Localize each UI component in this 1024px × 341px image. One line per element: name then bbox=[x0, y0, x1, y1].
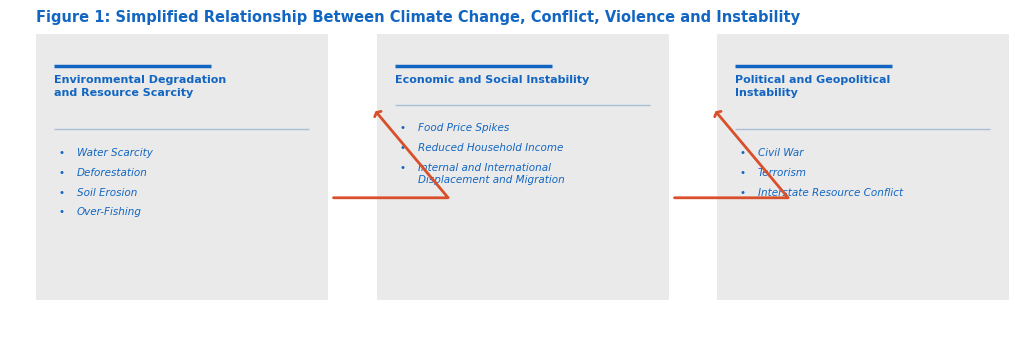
Text: Environmental Degradation
and Resource Scarcity: Environmental Degradation and Resource S… bbox=[54, 75, 226, 98]
Text: •: • bbox=[739, 188, 745, 197]
Text: •: • bbox=[58, 168, 65, 178]
Text: •: • bbox=[58, 207, 65, 217]
Text: •: • bbox=[399, 123, 406, 133]
Text: Food Price Spikes: Food Price Spikes bbox=[418, 123, 509, 133]
Text: •: • bbox=[399, 143, 406, 153]
Text: •: • bbox=[399, 163, 406, 173]
Text: Political and Geopolitical
Instability: Political and Geopolitical Instability bbox=[735, 75, 891, 98]
FancyBboxPatch shape bbox=[36, 34, 328, 300]
Text: •: • bbox=[58, 188, 65, 197]
Text: Terrorism: Terrorism bbox=[758, 168, 807, 178]
Text: •: • bbox=[739, 168, 745, 178]
Text: Deforestation: Deforestation bbox=[77, 168, 147, 178]
Text: Internal and International
Displacement and Migration: Internal and International Displacement … bbox=[418, 163, 564, 185]
Text: Reduced Household Income: Reduced Household Income bbox=[418, 143, 563, 153]
Text: Figure 1: Simplified Relationship Between Climate Change, Conflict, Violence and: Figure 1: Simplified Relationship Betwee… bbox=[36, 10, 800, 25]
Text: Soil Erosion: Soil Erosion bbox=[77, 188, 137, 197]
Text: •: • bbox=[58, 148, 65, 158]
Text: Over-Fishing: Over-Fishing bbox=[77, 207, 141, 217]
Text: Civil War: Civil War bbox=[758, 148, 803, 158]
FancyBboxPatch shape bbox=[377, 34, 669, 300]
FancyBboxPatch shape bbox=[717, 34, 1009, 300]
Text: •: • bbox=[739, 148, 745, 158]
Text: Water Scarcity: Water Scarcity bbox=[77, 148, 153, 158]
Text: Economic and Social Instability: Economic and Social Instability bbox=[395, 75, 590, 85]
Text: Interstate Resource Conflict: Interstate Resource Conflict bbox=[758, 188, 903, 197]
